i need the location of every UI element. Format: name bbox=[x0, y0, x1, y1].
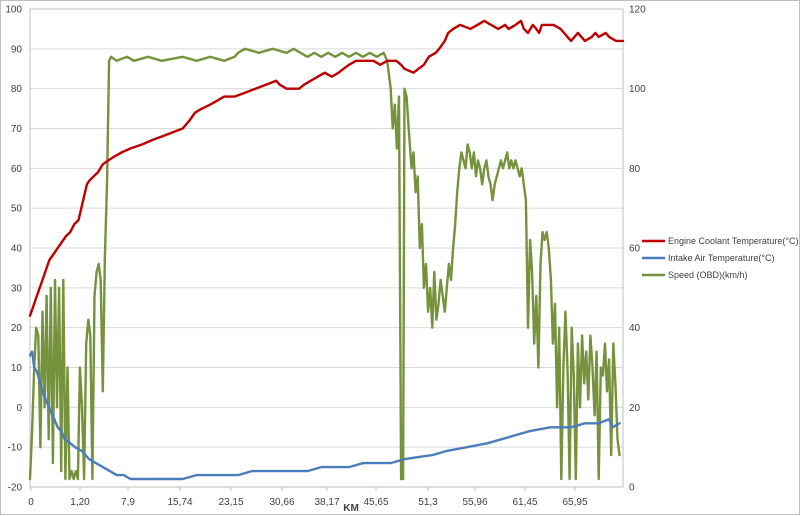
y-left-tick-label: 90 bbox=[11, 44, 23, 55]
y-right-tick-label: 20 bbox=[629, 403, 641, 414]
x-tick-label: 51,3 bbox=[418, 497, 438, 508]
y-axis-left-labels: -20 -10 0 10 20 30 40 50 60 70 80 90 100 bbox=[5, 5, 22, 494]
x-tick-label: 45,65 bbox=[363, 497, 388, 508]
x-tick-label: 23,15 bbox=[218, 497, 243, 508]
y-left-tick-label: 0 bbox=[16, 403, 22, 414]
series-line-2 bbox=[28, 47, 621, 481]
x-tick-label: 7,9 bbox=[121, 497, 135, 508]
y-right-tick-label: 60 bbox=[629, 244, 641, 255]
series-lines bbox=[28, 19, 625, 481]
y-left-tick-label: 10 bbox=[11, 363, 23, 374]
y-right-tick-label: 100 bbox=[629, 84, 646, 95]
gridlines bbox=[30, 8, 623, 488]
legend-label-2: Speed (OBD)(km/h) bbox=[668, 270, 748, 280]
x-tick-label: 30,66 bbox=[269, 497, 294, 508]
x-tick-label: 55,96 bbox=[462, 497, 487, 508]
legend: Engine Coolant Temperature(°C) Intake Air… bbox=[642, 236, 799, 280]
x-tick-label: 61,45 bbox=[512, 497, 537, 508]
y-left-tick-label: 60 bbox=[11, 164, 23, 175]
y-right-tick-label: 0 bbox=[629, 483, 635, 494]
x-tick-label: 1,20 bbox=[70, 497, 90, 508]
series-line-1 bbox=[28, 350, 621, 481]
series-line-0 bbox=[28, 19, 625, 317]
y-right-tick-label: 80 bbox=[629, 164, 641, 175]
x-tick-label: 65,95 bbox=[562, 497, 587, 508]
y-left-tick-label: -10 bbox=[8, 443, 23, 454]
y-left-tick-label: -20 bbox=[8, 483, 23, 494]
y-left-tick-label: 20 bbox=[11, 323, 23, 334]
y-left-tick-label: 30 bbox=[11, 283, 23, 294]
y-left-tick-label: 40 bbox=[11, 244, 23, 255]
x-axis-title: KM bbox=[343, 503, 359, 514]
x-tick-label: 15,74 bbox=[167, 497, 192, 508]
x-tick-label: 0 bbox=[28, 497, 34, 508]
x-tick-label: 38,17 bbox=[314, 497, 339, 508]
y-axis-right-labels: 0 20 40 60 80 100 120 bbox=[629, 5, 646, 494]
y-left-tick-label: 70 bbox=[11, 124, 23, 135]
y-left-tick-label: 100 bbox=[5, 5, 22, 16]
legend-label-1: Intake Air Temperature(°C) bbox=[668, 253, 774, 263]
y-left-tick-label: 50 bbox=[11, 204, 23, 215]
y-right-tick-label: 40 bbox=[629, 323, 641, 334]
y-left-tick-label: 80 bbox=[11, 84, 23, 95]
x-axis-labels: 0 1,20 7,9 15,74 23,15 30,66 38,17 45,65 51,3 55,… bbox=[28, 487, 588, 508]
y-right-tick-label: 120 bbox=[629, 5, 646, 16]
legend-label-0: Engine Coolant Temperature(°C) bbox=[668, 236, 799, 246]
